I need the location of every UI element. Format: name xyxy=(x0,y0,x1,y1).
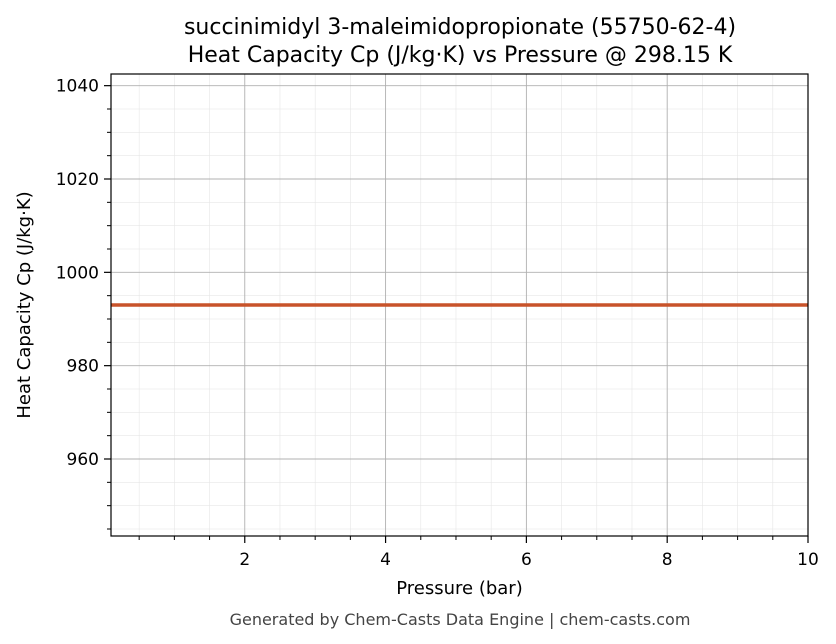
x-tick-label: 4 xyxy=(380,550,391,570)
y-tick-label: 1040 xyxy=(56,77,99,97)
x-tick-label: 8 xyxy=(662,550,673,570)
y-axis-label: Heat Capacity Cp (J/kg·K) xyxy=(14,191,35,418)
y-tick-label: 1000 xyxy=(56,263,99,283)
x-tick-label: 10 xyxy=(797,550,819,570)
y-tick-label: 960 xyxy=(67,450,99,470)
axis-ticks: 2 4 6 8 10 960 980 1000 1020 1040 xyxy=(56,77,819,570)
x-tick-label: 6 xyxy=(521,550,532,570)
footer-credit: Generated by Chem-Casts Data Engine | ch… xyxy=(230,610,691,629)
chart-title-line2: Heat Capacity Cp (J/kg·K) vs Pressure @ … xyxy=(188,43,733,68)
plot-frame xyxy=(110,73,809,537)
y-tick-label: 980 xyxy=(67,357,99,377)
y-tick-label: 1020 xyxy=(56,170,99,190)
x-tick-label: 2 xyxy=(239,550,250,570)
chart-title-line1: succinimidyl 3-maleimidopropionate (5575… xyxy=(184,15,736,40)
x-axis-label: Pressure (bar) xyxy=(396,578,522,599)
